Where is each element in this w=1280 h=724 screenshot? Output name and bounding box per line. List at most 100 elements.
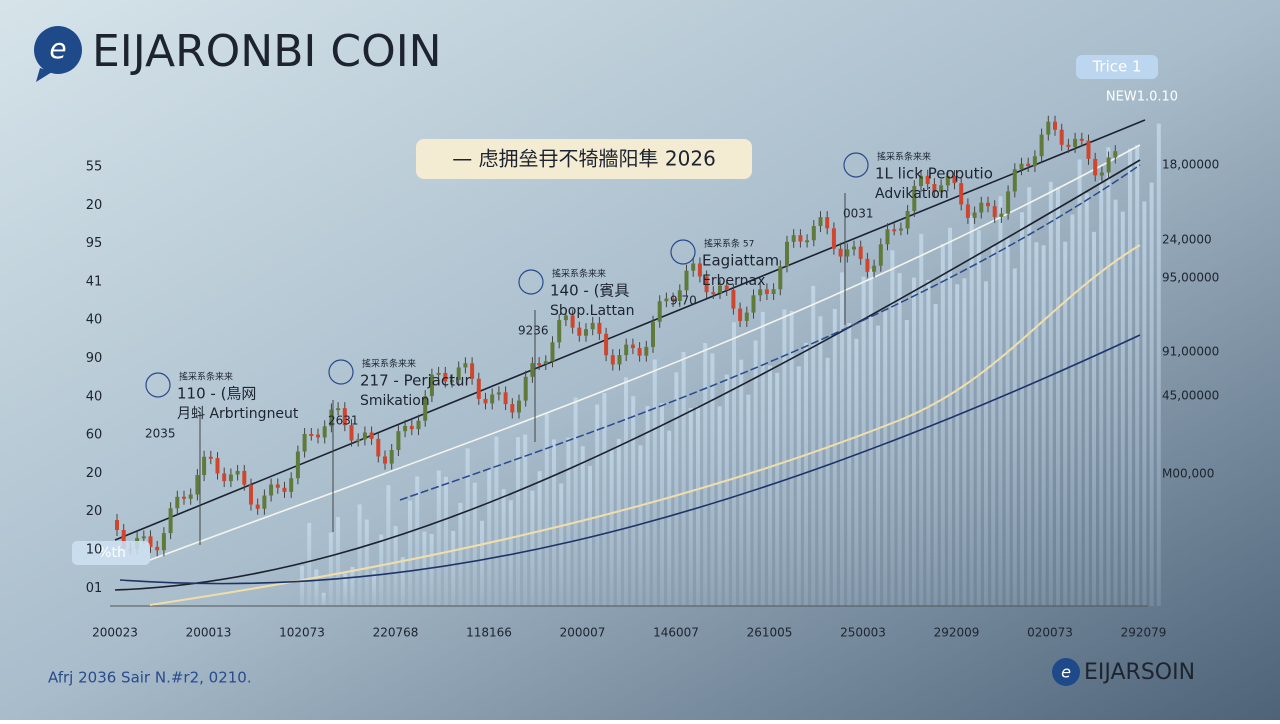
volume-bar xyxy=(530,490,535,606)
volume-bar xyxy=(1063,241,1068,607)
footer-left: Afrj 2036 Sair N.#r2, 0210. xyxy=(48,669,252,687)
candle-body xyxy=(845,249,850,257)
candle-body xyxy=(885,229,890,245)
candle-body xyxy=(282,487,287,492)
candle-body xyxy=(523,376,528,401)
volume-bar xyxy=(840,272,844,606)
right-tick-label: 91,00000 xyxy=(1162,345,1219,359)
volume-bar xyxy=(588,465,592,606)
volume-bar xyxy=(825,357,830,606)
volume-bar xyxy=(876,325,880,606)
candle-body xyxy=(738,308,743,321)
left-tick-label: 60 xyxy=(86,428,103,443)
candle-body xyxy=(436,372,441,375)
x-tick-label: 102073 xyxy=(279,626,325,640)
volume-bar xyxy=(861,276,866,606)
volume-bar xyxy=(660,403,664,606)
footer-logo xyxy=(1052,658,1080,686)
candle-body xyxy=(322,426,327,438)
volume-bar xyxy=(1034,242,1039,606)
candle-body xyxy=(476,378,481,399)
volume-bar xyxy=(544,412,549,606)
candle-body xyxy=(838,248,843,257)
volume-bar xyxy=(912,277,916,606)
candle-body xyxy=(255,504,260,509)
annotation-caption: 搖采系条 57 xyxy=(704,238,754,250)
volume-bar xyxy=(1005,236,1010,607)
candle-body xyxy=(1059,129,1064,145)
annotation-label: 1L lick Peoputio xyxy=(875,165,993,183)
volume-bar xyxy=(760,311,765,606)
candle-body xyxy=(222,473,227,482)
volume-bar xyxy=(1020,212,1024,606)
candle-body xyxy=(208,456,213,459)
volume-bar xyxy=(933,304,938,606)
candle-body xyxy=(362,432,367,440)
candle-body xyxy=(450,380,454,383)
candle-body xyxy=(1066,144,1071,147)
volume-bar xyxy=(1120,211,1125,606)
candle-body xyxy=(604,333,609,356)
left-tick-label: 95 xyxy=(86,236,103,251)
candle-body xyxy=(945,176,950,186)
candle-body xyxy=(182,496,186,499)
yellow-line xyxy=(149,244,1141,606)
candle-body xyxy=(1093,158,1098,176)
candle-body xyxy=(664,298,669,302)
volume-bar xyxy=(804,342,808,606)
x-tick-label: 020073 xyxy=(1027,626,1073,640)
volume-bar xyxy=(775,372,780,606)
annotation-sub: 月蚪 Arbrtingneut xyxy=(177,406,299,422)
candle-body xyxy=(992,206,997,217)
volume-bar xyxy=(328,532,333,606)
volume-bar xyxy=(552,439,556,606)
candle-body xyxy=(590,322,595,330)
left-tick-label: 20 xyxy=(86,504,103,519)
candle-body xyxy=(537,363,542,366)
candle-body xyxy=(959,183,964,205)
x-tick-label: 220768 xyxy=(373,626,419,640)
volume-bar xyxy=(516,437,520,606)
x-tick-label: 292009 xyxy=(934,626,980,640)
volume-bar xyxy=(350,566,355,606)
annotation-sub: Smikation xyxy=(360,393,430,409)
volume-bar xyxy=(508,500,513,606)
left-tick-label: 90 xyxy=(86,351,103,366)
candle-body xyxy=(972,212,977,218)
x-tick-label: 292079 xyxy=(1121,626,1167,640)
candle-body xyxy=(570,315,575,328)
candle-body xyxy=(872,265,877,272)
volume-bar xyxy=(429,533,434,606)
volume-bar xyxy=(732,322,736,606)
annotation-icon xyxy=(518,269,544,295)
volume-bar xyxy=(703,343,708,606)
volume-bar xyxy=(681,352,686,606)
candle-body xyxy=(1099,172,1104,176)
volume-bar xyxy=(948,227,952,607)
candle-body xyxy=(483,398,488,404)
annotation-sub: Erbernax xyxy=(702,273,765,289)
x-tick-label: 118166 xyxy=(466,626,512,640)
annotation-sub: Advikation xyxy=(875,186,949,202)
x-tick-label: 250003 xyxy=(840,626,886,640)
annotation-sub: Sbop.Lattan xyxy=(550,303,635,319)
badge-top-box xyxy=(1076,55,1158,79)
candle-body xyxy=(228,474,233,482)
title: EIJARONBI COIN xyxy=(92,26,442,77)
footer-right: EIJARSOIN xyxy=(1084,660,1195,685)
candle-body xyxy=(925,175,930,185)
candle-body xyxy=(657,301,662,322)
candle-body xyxy=(416,420,421,430)
volume-bar xyxy=(458,502,463,606)
candle-body xyxy=(651,321,655,347)
candle-body xyxy=(952,176,957,184)
annotation-icon xyxy=(145,372,171,398)
volume-bar xyxy=(602,392,607,606)
candle-body xyxy=(999,213,1004,217)
candle-body xyxy=(791,235,796,242)
candle-body xyxy=(543,361,548,365)
volume-bar xyxy=(1142,201,1147,606)
candle-body xyxy=(1006,191,1011,214)
candle-body xyxy=(463,363,468,368)
